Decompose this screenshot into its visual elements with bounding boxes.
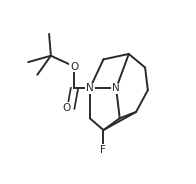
- Text: O: O: [62, 103, 70, 113]
- Text: F: F: [101, 145, 106, 155]
- Text: O: O: [70, 62, 79, 72]
- Text: N: N: [86, 83, 94, 93]
- Text: N: N: [112, 83, 120, 93]
